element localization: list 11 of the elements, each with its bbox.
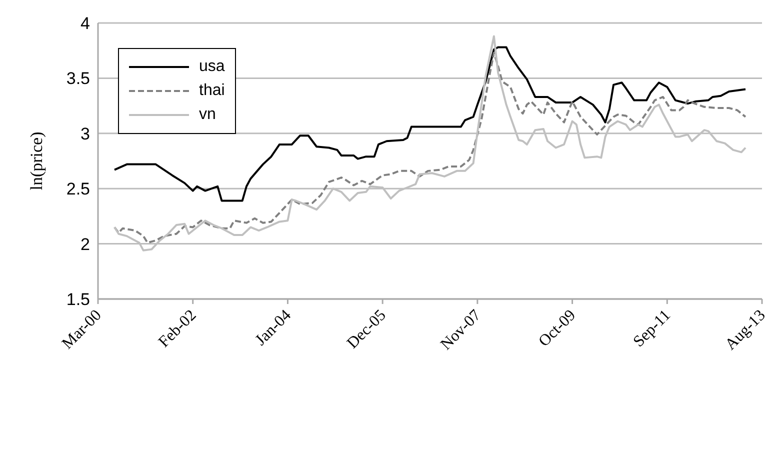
y-tick-label: 3.5: [66, 69, 90, 88]
legend-label: vn: [199, 106, 216, 124]
line-series: [113, 46, 747, 202]
legend-label: usa: [199, 58, 225, 76]
y-tick-label: 2: [80, 234, 90, 254]
y-axis-title: ln(price): [27, 132, 46, 190]
y-tick-label: 4: [80, 14, 90, 34]
y-tick-label: 2.5: [66, 180, 90, 199]
y-tick-label: 3: [80, 124, 90, 144]
legend-label: thai: [199, 82, 225, 100]
y-tick-label: 1.5: [66, 290, 90, 310]
